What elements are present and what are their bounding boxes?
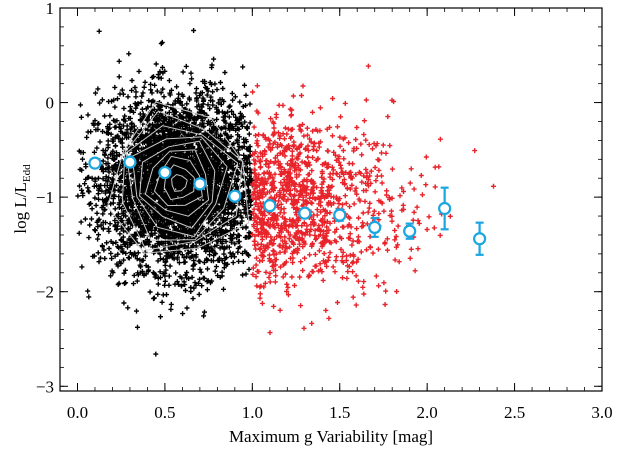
mean-point-2 — [158, 165, 172, 180]
mean-point-9 — [403, 222, 417, 240]
mean-point-7 — [333, 208, 347, 222]
mean-marker — [298, 206, 312, 220]
contour-1 — [171, 173, 188, 192]
mean-marker — [123, 155, 137, 169]
mean-point-1 — [123, 155, 137, 169]
mean-marker — [193, 177, 207, 191]
mean-marker — [368, 220, 382, 234]
mean-point-6 — [298, 206, 312, 220]
point-group-1 — [249, 63, 496, 336]
y-tick-label: 0 — [46, 94, 55, 113]
density-contours — [106, 101, 250, 254]
mean-marker — [263, 199, 277, 213]
x-axis-title: Maximum g Variability [mag] — [229, 427, 433, 446]
x-tick-label: 1.0 — [242, 403, 263, 422]
mean-point-3 — [193, 177, 207, 191]
mean-marker — [333, 208, 347, 222]
y-tick-label: 1 — [46, 0, 55, 18]
y-tick-label: −3 — [36, 377, 54, 396]
contour-4 — [144, 149, 210, 217]
y-tick-label: −1 — [36, 188, 54, 207]
mean-point-10 — [438, 186, 452, 231]
x-tick-label: 0.5 — [154, 403, 175, 422]
contour-8 — [121, 110, 244, 251]
mean-marker — [403, 224, 417, 238]
y-axis-title-main: log L/L — [11, 182, 30, 233]
x-tick-label: 2.0 — [417, 403, 438, 422]
y-tick-label: −2 — [36, 283, 54, 302]
contour-3 — [153, 155, 203, 207]
scatter-points — [75, 28, 496, 357]
contour-7 — [125, 125, 239, 241]
contour-5 — [139, 140, 216, 229]
tick-labels: 0.0 0.5 1.0 1.5 2.0 2.5 3.0 1 0 −1 −2 −3 — [36, 0, 613, 422]
mean-marker — [473, 232, 487, 246]
mean-marker — [228, 189, 242, 203]
x-tick-label: 2.5 — [504, 403, 525, 422]
binned-means — [88, 155, 487, 256]
point-markers-1 — [249, 63, 496, 336]
y-axis-title-subscript: Edd — [21, 164, 33, 182]
mean-marker — [438, 201, 452, 216]
x-tick-label: 1.5 — [329, 403, 350, 422]
mean-point-0 — [88, 156, 102, 170]
axis-ticks — [59, 7, 603, 391]
mean-point-4 — [228, 189, 242, 203]
mean-marker — [158, 165, 172, 180]
mean-point-11 — [473, 221, 487, 256]
point-markers-0 — [75, 28, 255, 357]
point-group-0 — [75, 28, 255, 357]
contour-2 — [163, 164, 195, 201]
contour-9 — [106, 101, 250, 254]
mean-marker — [88, 156, 102, 170]
x-tick-label: 0.0 — [67, 403, 88, 422]
x-tick-label: 3.0 — [591, 403, 612, 422]
mean-point-8 — [368, 216, 382, 238]
y-axis-title: log L/LEdd — [11, 164, 33, 234]
mean-point-5 — [263, 199, 277, 213]
plot-frame — [59, 7, 603, 392]
contour-6 — [131, 136, 228, 238]
